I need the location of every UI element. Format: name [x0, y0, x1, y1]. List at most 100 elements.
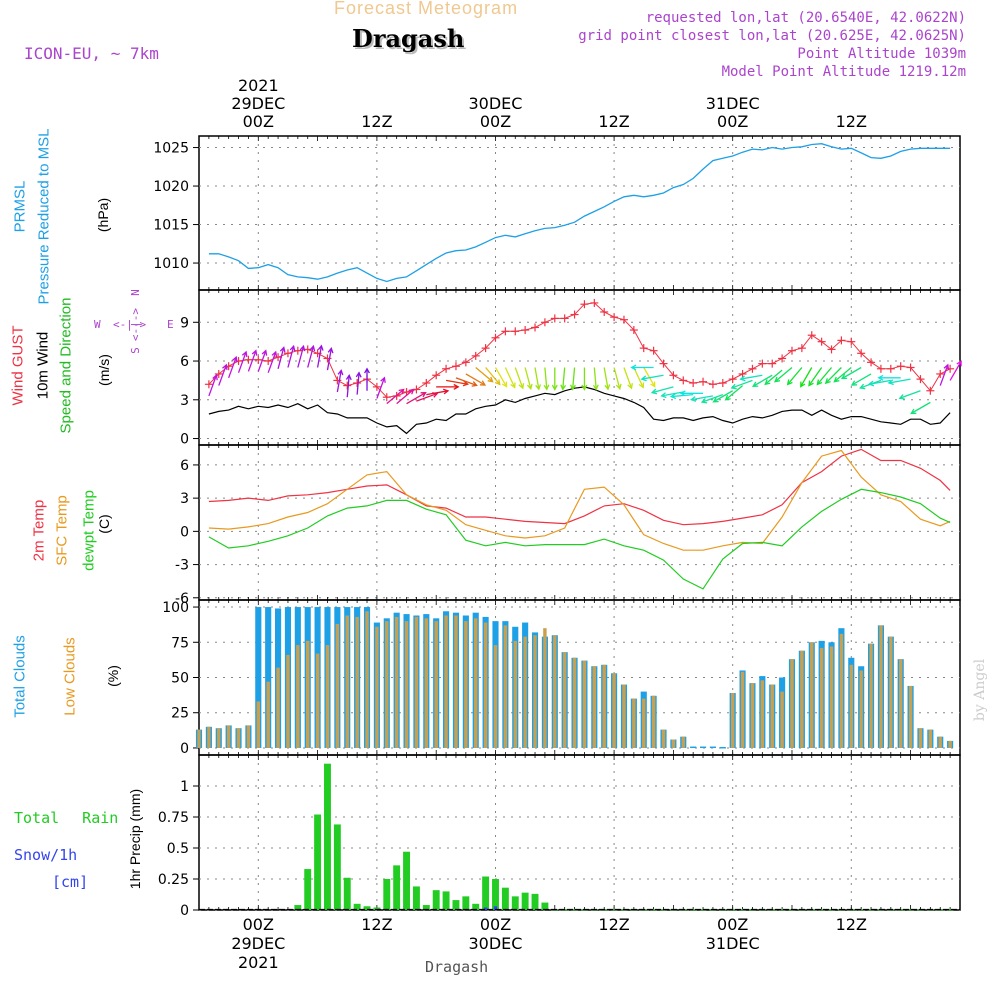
wind-arrow-head: [526, 383, 533, 391]
wind-arrow-shaft: [834, 367, 852, 383]
wind-direction-arrow: [277, 346, 286, 369]
rain-bar: [442, 891, 450, 910]
ytick-label-wind: 0: [180, 432, 189, 448]
wind-direction-arrow: [816, 367, 833, 386]
low-cloud-bar: [681, 736, 685, 748]
ytick-label-precip: 1: [180, 779, 189, 795]
wind-arrow-shaft: [416, 392, 438, 402]
wind-arrow-shaft: [544, 367, 548, 390]
low-cloud-bar: [642, 698, 646, 748]
wind-arrow-head: [471, 381, 478, 387]
panel-frame-wind: [198, 289, 961, 446]
rain-bar: [294, 905, 302, 910]
wind-direction-arrow: [650, 386, 674, 395]
ytick-label-clouds: 25: [171, 706, 189, 722]
rain-bar: [946, 909, 954, 911]
wind-direction-arrow: [570, 367, 576, 391]
wind-arrow-head: [604, 384, 611, 391]
wind-arrow-head: [494, 379, 501, 386]
wind-arrow-shaft: [661, 391, 684, 397]
top-time-label: 12Z: [836, 112, 867, 131]
low-cloud-bar: [474, 618, 478, 748]
wind-direction-arrow: [850, 373, 872, 386]
wind-arrow-shaft: [787, 367, 803, 385]
low-cloud-bar: [217, 728, 221, 748]
rain-bar: [571, 909, 579, 911]
ytick-label-clouds: 75: [171, 635, 189, 651]
low-cloud-bar: [889, 636, 893, 748]
snow-bar: [483, 907, 488, 910]
wind-arrow-head: [850, 380, 858, 386]
rain-bar: [304, 869, 312, 910]
requested-coords: requested lon,lat (20.6540E, 42.0622N): [645, 10, 966, 26]
wind-arrow-shaft: [643, 367, 656, 387]
wind-arrow-shaft: [494, 367, 508, 387]
wind-arrow-head: [355, 371, 362, 378]
wind-direction-arrow: [700, 394, 724, 404]
wind-arrow-head: [289, 344, 296, 352]
low-cloud-bar: [740, 671, 745, 748]
wind-arrow-head: [700, 397, 708, 404]
rain-bar: [482, 876, 490, 910]
rain-bar: [610, 909, 618, 911]
low-cloud-bar: [790, 659, 794, 748]
ytick-label-precip: 0: [180, 903, 189, 919]
wind-arrow-head: [859, 383, 866, 390]
wind-direction-arrow: [939, 363, 950, 386]
wind-arrow-head: [739, 375, 746, 382]
wind-arrow-head: [867, 380, 875, 387]
wind-direction-arrow: [336, 369, 344, 393]
wind-direction-arrow: [406, 392, 427, 405]
panel-frame-clouds: [198, 599, 961, 756]
wind-arrow-head: [398, 388, 405, 395]
wind-arrow-shaft: [808, 367, 823, 386]
wind-arrow-head: [543, 384, 550, 391]
wind-arrow-shaft: [307, 346, 315, 368]
low-cloud-bar: [236, 728, 241, 748]
low-cloud-bar: [454, 615, 458, 748]
wind-arrow-head: [345, 373, 352, 381]
wind-arrow-shaft: [869, 379, 891, 385]
wind-speed-line: [208, 386, 951, 435]
low-cloud-bar: [869, 643, 873, 748]
total-cloud-bar: [699, 746, 707, 749]
wind-direction-arrow: [910, 401, 931, 415]
low-cloud-bar: [197, 729, 201, 748]
low-cloud-bar: [276, 667, 280, 748]
wind-direction-arrow: [267, 350, 278, 373]
wind-direction-arrow: [297, 344, 306, 368]
wind-arrow-shaft: [257, 350, 267, 372]
low-cloud-bar: [246, 725, 251, 748]
ytick-label-pressure: 1010: [153, 256, 189, 272]
wind-direction-arrow: [307, 344, 316, 368]
low-cloud-bar: [780, 691, 784, 748]
wind-direction-arrow: [739, 374, 763, 382]
wind-direction-arrow: [475, 367, 494, 383]
wind-arrow-head: [774, 376, 781, 383]
wind-arrow-shaft: [208, 375, 218, 397]
top-time-label: 2021: [238, 76, 279, 95]
wind-arrow-shaft: [534, 367, 540, 390]
ytick-label-temperature: 6: [180, 458, 189, 474]
wind-arrow-head: [453, 383, 460, 390]
low-cloud-bar: [582, 660, 587, 748]
wind-arrow-head: [581, 384, 588, 391]
ytick-label-precip: 0.75: [158, 810, 189, 826]
rain-bar: [403, 851, 411, 910]
low-cloud-bar: [503, 625, 508, 748]
low-cloud-bar: [394, 616, 399, 748]
wind-direction-arrow: [376, 376, 386, 399]
wind-arrow-head: [462, 380, 470, 387]
wind-direction-arrow: [640, 374, 664, 382]
wind-arrow-head: [615, 383, 622, 391]
wind-direction-arrow: [436, 383, 460, 390]
wind-arrow-shaft: [701, 394, 724, 403]
wind-direction-arrow: [524, 367, 533, 391]
low-cloud-bar: [671, 739, 676, 748]
snow-label: Snow/1h: [14, 846, 78, 864]
top-time-label: 29DEC: [231, 94, 285, 113]
wind-direction-arrow: [633, 367, 645, 389]
wind-arrow-shaft: [671, 393, 694, 398]
low-cloud-bar: [562, 652, 567, 748]
